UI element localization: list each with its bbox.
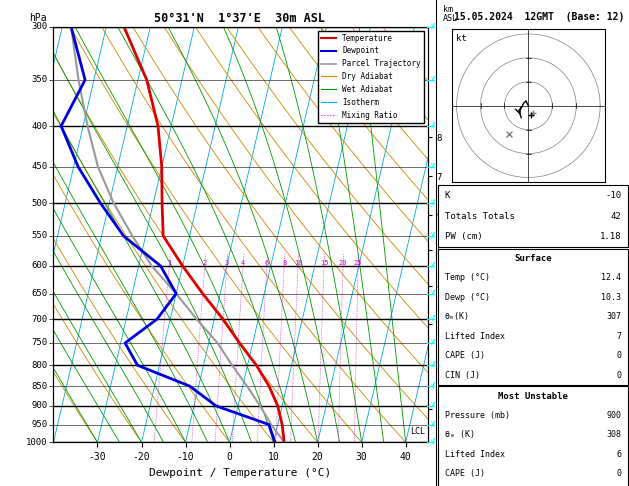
Text: 6: 6: [265, 260, 269, 266]
Text: 900: 900: [31, 401, 48, 410]
Text: K: K: [445, 191, 450, 200]
Text: ╳: ╳: [430, 382, 433, 390]
X-axis label: Dewpoint / Temperature (°C): Dewpoint / Temperature (°C): [150, 468, 331, 478]
Text: 12.4: 12.4: [601, 274, 621, 282]
Text: 4: 4: [241, 260, 245, 266]
Text: km
ASL: km ASL: [443, 4, 458, 22]
Text: ╳: ╳: [430, 232, 433, 240]
Text: 800: 800: [31, 361, 48, 370]
Text: 25: 25: [354, 260, 362, 266]
Text: hPa: hPa: [29, 13, 47, 22]
Text: Pressure (mb): Pressure (mb): [445, 411, 509, 420]
Text: 0: 0: [616, 371, 621, 380]
Text: Surface: Surface: [515, 254, 552, 263]
Text: Totals Totals: Totals Totals: [445, 211, 515, 221]
Text: LCL: LCL: [411, 427, 426, 436]
Text: 3: 3: [225, 260, 229, 266]
Legend: Temperature, Dewpoint, Parcel Trajectory, Dry Adiabat, Wet Adiabat, Isotherm, Mi: Temperature, Dewpoint, Parcel Trajectory…: [318, 31, 424, 122]
Text: ╳: ╳: [430, 340, 433, 347]
Text: 450: 450: [31, 162, 48, 171]
Text: 20: 20: [339, 260, 347, 266]
Text: 8: 8: [282, 260, 286, 266]
Text: ╳: ╳: [430, 122, 433, 129]
Text: ╳: ╳: [430, 290, 433, 297]
Text: CIN (J): CIN (J): [445, 371, 480, 380]
Text: 650: 650: [31, 289, 48, 298]
Text: 42: 42: [611, 211, 621, 221]
Text: 350: 350: [31, 75, 48, 85]
Text: CAPE (J): CAPE (J): [445, 351, 485, 360]
Text: 1.18: 1.18: [600, 232, 621, 242]
Text: 900: 900: [606, 411, 621, 420]
Text: 1000: 1000: [26, 438, 48, 447]
Text: 6: 6: [616, 450, 621, 459]
Text: 400: 400: [31, 122, 48, 131]
Text: 10: 10: [294, 260, 303, 266]
Text: 500: 500: [31, 199, 48, 208]
Text: 7: 7: [616, 332, 621, 341]
Text: ╳: ╳: [430, 23, 433, 30]
Text: CAPE (J): CAPE (J): [445, 469, 485, 478]
Text: ╳: ╳: [430, 362, 433, 369]
Text: 10.3: 10.3: [601, 293, 621, 302]
Text: Temp (°C): Temp (°C): [445, 274, 490, 282]
Text: 2: 2: [203, 260, 207, 266]
Text: 850: 850: [31, 382, 48, 391]
Text: ╳: ╳: [430, 316, 433, 323]
Text: ╳: ╳: [430, 421, 433, 428]
Text: Lifted Index: Lifted Index: [445, 450, 504, 459]
Text: 750: 750: [31, 338, 48, 347]
Text: 1: 1: [167, 260, 171, 266]
Text: 550: 550: [31, 231, 48, 241]
Text: Lifted Index: Lifted Index: [445, 332, 504, 341]
Text: 600: 600: [31, 261, 48, 270]
Text: ╳: ╳: [430, 402, 433, 409]
Text: kt: kt: [457, 34, 467, 43]
Text: 0: 0: [616, 469, 621, 478]
Text: θₑ (K): θₑ (K): [445, 431, 475, 439]
Text: ╳: ╳: [430, 200, 433, 207]
Text: ╳: ╳: [430, 262, 433, 269]
Text: -10: -10: [605, 191, 621, 200]
Text: ╳: ╳: [430, 76, 433, 84]
Text: 300: 300: [31, 22, 48, 31]
Text: 700: 700: [31, 314, 48, 324]
Text: 950: 950: [31, 420, 48, 429]
Text: 308: 308: [606, 431, 621, 439]
Text: Dewp (°C): Dewp (°C): [445, 293, 490, 302]
Text: 15: 15: [320, 260, 328, 266]
Text: ╳: ╳: [430, 439, 433, 446]
Text: 50°31'N  1°37'E  30m ASL: 50°31'N 1°37'E 30m ASL: [153, 12, 325, 25]
Text: PW (cm): PW (cm): [445, 232, 482, 242]
Text: 0: 0: [616, 351, 621, 360]
Text: 307: 307: [606, 312, 621, 321]
Text: θₑ(K): θₑ(K): [445, 312, 470, 321]
Text: 15.05.2024  12GMT  (Base: 12): 15.05.2024 12GMT (Base: 12): [455, 12, 625, 22]
Text: Most Unstable: Most Unstable: [498, 392, 568, 400]
Text: Mixing Ratio (g/kg): Mixing Ratio (g/kg): [460, 191, 469, 278]
Text: ╳: ╳: [430, 163, 433, 170]
Text: © weatheronline.co.uk: © weatheronline.co.uk: [484, 471, 582, 480]
